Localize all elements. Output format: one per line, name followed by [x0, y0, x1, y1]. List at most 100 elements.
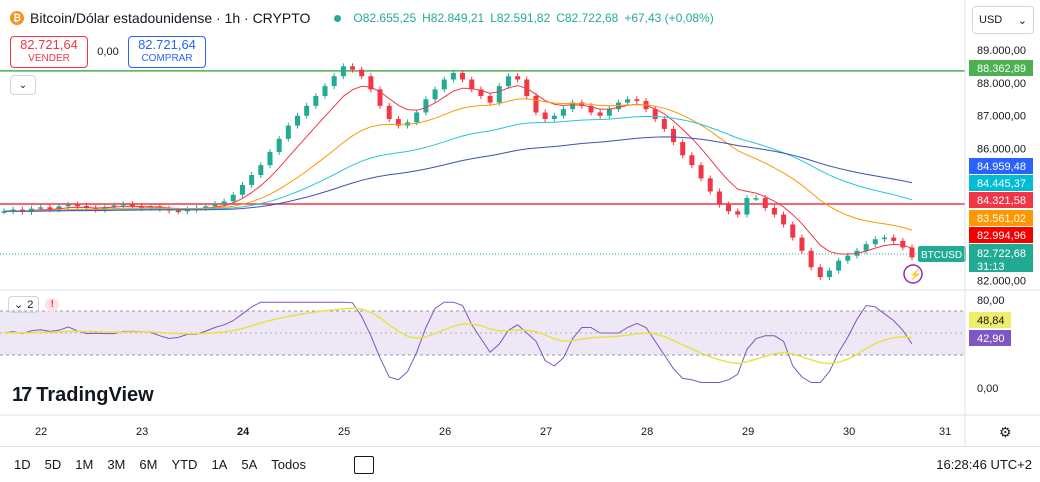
candle-body	[826, 270, 832, 278]
time-axis-label: 26	[439, 426, 451, 438]
candle-body	[597, 112, 603, 116]
candle-body	[542, 112, 548, 120]
buy-button[interactable]: 82.721,64 COMPRAR	[128, 36, 206, 68]
candle-body	[359, 69, 365, 77]
warning-icon[interactable]: !	[45, 297, 60, 312]
candle-body	[304, 105, 310, 116]
ohlc-close: C82.722,68	[556, 11, 619, 25]
price-axis-label: 86.000,00	[977, 144, 1026, 156]
sell-label: VENDER	[28, 53, 70, 64]
time-axis-label: 22	[35, 426, 47, 438]
range-1m[interactable]: 1M	[75, 457, 94, 472]
candle-body	[753, 198, 759, 200]
range-all[interactable]: Todos	[271, 457, 306, 472]
candle-body	[313, 95, 319, 106]
chart-header: ₿ Bitcoin/Dólar estadounidense · 1h · CR…	[0, 0, 965, 40]
candle-body	[469, 79, 475, 90]
price-axis-label: 89.000,00	[977, 45, 1026, 57]
bitcoin-icon: ₿	[10, 11, 24, 25]
candle-body	[239, 184, 245, 195]
symbol-title[interactable]: Bitcoin/Dólar estadounidense · 1h · CRYP…	[30, 10, 311, 26]
candle-body	[881, 237, 887, 240]
green-line-badge: 88.362,89	[977, 63, 1026, 75]
candle-body	[129, 204, 135, 206]
candle-body	[560, 109, 566, 116]
candle-body	[817, 267, 823, 278]
price-axis-label: 88.000,00	[977, 78, 1026, 90]
indicator-count: 2	[27, 298, 34, 311]
indicator-toggle[interactable]: ⌄ 2	[8, 296, 40, 313]
range-1a[interactable]: 1A	[211, 457, 228, 472]
candle-body	[487, 95, 493, 103]
rsi-purple-badge: 42,90	[977, 333, 1005, 345]
candle-body	[84, 205, 90, 208]
settings-icon[interactable]: ⚙	[999, 424, 1012, 440]
candle-body	[726, 204, 732, 212]
candle-body	[863, 244, 869, 251]
candle-body	[652, 109, 658, 120]
candle-body	[230, 194, 236, 202]
candle-body	[680, 142, 686, 156]
ma-red-line	[3, 85, 913, 255]
rsi-yellow-badge-bg	[969, 312, 1011, 328]
candle-body	[891, 237, 897, 241]
candle-body	[120, 204, 126, 206]
candle-body	[790, 224, 796, 238]
candle-body	[423, 99, 429, 113]
clock[interactable]: 16:28:46 UTC+2	[936, 457, 1032, 472]
chevron-down-icon: ⌄	[14, 299, 24, 311]
time-axis-label: 28	[641, 426, 653, 438]
candle-body	[432, 89, 438, 100]
chevron-down-icon[interactable]: ⌄	[10, 75, 36, 95]
candle-body	[606, 109, 612, 116]
candle-body	[735, 211, 741, 215]
tradingview-logo[interactable]: 17 TradingView	[12, 384, 154, 407]
range-ytd[interactable]: YTD	[171, 457, 198, 472]
candle-body	[496, 86, 502, 103]
countdown-badge: 31:13	[977, 261, 1005, 273]
candle-body	[460, 72, 466, 80]
candle-body	[276, 138, 282, 152]
ma-cyan-badge: 84.445,37	[977, 178, 1026, 190]
rsi-axis-label: 0,00	[977, 383, 998, 395]
candle-body	[350, 66, 356, 70]
price-chart[interactable]: 89.000,0088.000,0087.000,0086.000,0084.0…	[0, 0, 1040, 446]
currency-select[interactable]: USD ⌄	[972, 6, 1034, 34]
candle-body	[221, 201, 227, 205]
candle-body	[588, 105, 594, 113]
range-5d[interactable]: 5D	[44, 457, 62, 472]
ma-red-badge: 82.994,96	[977, 230, 1026, 242]
candle-body	[38, 207, 44, 209]
candle-body	[1, 211, 7, 213]
candle-body	[533, 95, 539, 113]
lightning-icon: ⚡	[909, 268, 921, 281]
calendar-icon[interactable]	[353, 455, 374, 474]
candle-body	[65, 204, 71, 207]
sell-button[interactable]: 82.721,64 VENDER	[10, 36, 88, 68]
ma-blue-badge-bg	[969, 158, 1033, 174]
candle-body	[441, 79, 447, 90]
candle-body	[836, 260, 842, 271]
time-axis-label: 31	[939, 426, 951, 438]
range-1d[interactable]: 1D	[14, 457, 31, 472]
bottom-toolbar: 1D 5D 1M 3M 6M YTD 1A 5A Todos 16:28:46 …	[0, 446, 1040, 482]
chevron-down-icon: ⌄	[1017, 14, 1027, 27]
candle-body	[771, 207, 777, 215]
range-6m[interactable]: 6M	[139, 457, 158, 472]
ma-cyan-line	[3, 115, 913, 212]
range-5a[interactable]: 5A	[241, 457, 258, 472]
candle-body	[56, 206, 62, 210]
ohlc-low: L82.591,82	[490, 11, 551, 25]
candle-body	[707, 178, 713, 192]
time-axis-label: 27	[540, 426, 552, 438]
rsi-ma-line	[3, 307, 913, 365]
ohlc-high: H82.849,21	[422, 11, 485, 25]
tradingview-logo-icon: 17	[12, 384, 32, 406]
candle-body	[203, 206, 209, 208]
candle-body	[331, 76, 337, 87]
candle-body	[781, 214, 787, 225]
candle-body	[671, 128, 677, 143]
range-3m[interactable]: 3M	[107, 457, 126, 472]
brand-name: TradingView	[36, 384, 154, 406]
